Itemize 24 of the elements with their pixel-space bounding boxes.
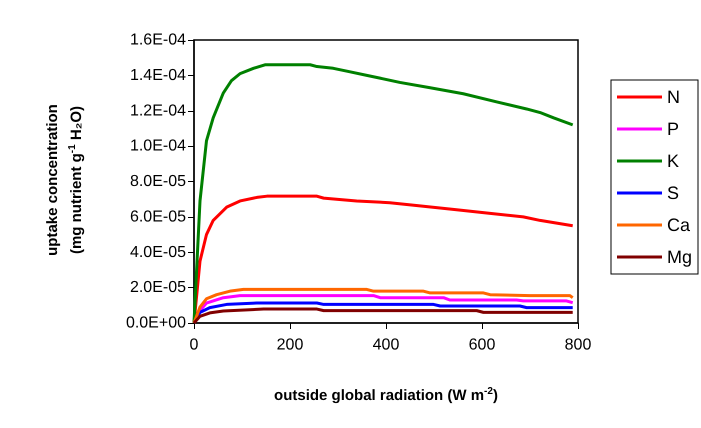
x-axis-title: outside global radiation (W m$^{-2}$)	[273, 385, 499, 406]
y-tick-label: 0.0E+00	[126, 314, 186, 332]
x-tick-label: 200	[276, 336, 304, 354]
legend-label: K	[666, 151, 680, 171]
x-tick-label: 600	[468, 336, 496, 354]
y-tick-label: 1.2E-04	[130, 102, 186, 120]
y-tick-label: 2.0E-05	[130, 279, 186, 296]
x-tick-label: 0	[190, 336, 199, 354]
legend-label: P	[666, 119, 680, 139]
x-tick-label: 400	[372, 336, 400, 354]
y-tick-label: 4.0E-05	[130, 244, 186, 261]
y-tick-label: 1.4E-04	[130, 66, 186, 84]
line-series	[192, 288, 574, 324]
legend-label: Ca	[666, 215, 691, 235]
legend-label: N	[666, 87, 680, 107]
y-tick-label: 6.0E-05	[130, 208, 186, 226]
y-tick-label: 1.0E-04	[130, 138, 186, 155]
line-series	[192, 63, 574, 324]
line-series	[192, 308, 574, 324]
x-tick-label: 800	[564, 336, 592, 354]
y-tick-label: 8.0E-05	[130, 173, 186, 190]
y-tick-label: 1.6E-04	[130, 32, 186, 48]
legend-label: S	[666, 183, 680, 203]
legend-label: Mg	[666, 247, 692, 267]
